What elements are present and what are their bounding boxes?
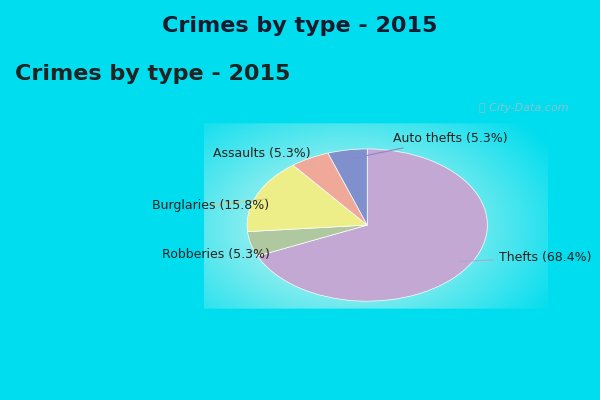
Text: Auto thefts (5.3%): Auto thefts (5.3%) <box>352 132 508 158</box>
Text: Assaults (5.3%): Assaults (5.3%) <box>213 147 314 166</box>
Wedge shape <box>247 165 367 232</box>
Text: Crimes by type - 2015: Crimes by type - 2015 <box>163 16 437 36</box>
Text: Robberies (5.3%): Robberies (5.3%) <box>161 242 269 261</box>
Wedge shape <box>257 149 487 301</box>
Text: Thefts (68.4%): Thefts (68.4%) <box>458 251 592 264</box>
Wedge shape <box>328 149 367 225</box>
Text: Burglaries (15.8%): Burglaries (15.8%) <box>152 199 269 212</box>
Wedge shape <box>248 225 367 256</box>
Text: ⓘ City-Data.com: ⓘ City-Data.com <box>479 103 569 113</box>
Text: Crimes by type - 2015: Crimes by type - 2015 <box>15 64 290 84</box>
Wedge shape <box>293 153 367 225</box>
